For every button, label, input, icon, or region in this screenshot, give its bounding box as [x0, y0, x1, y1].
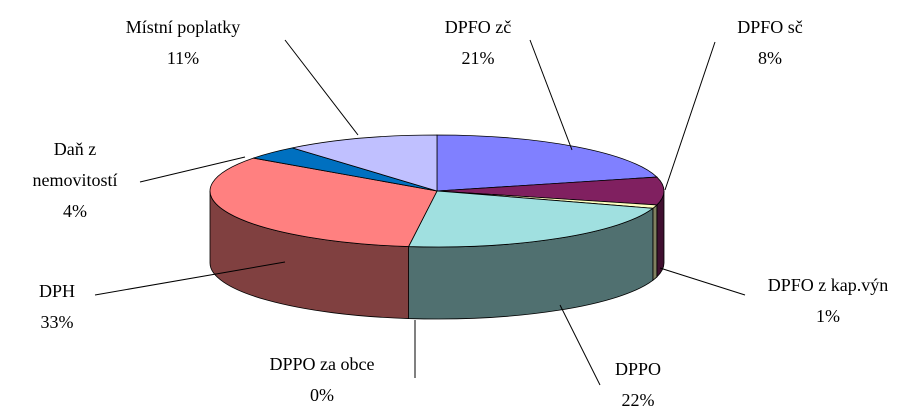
- leader-line: [284, 39, 359, 136]
- slice: [436, 176, 665, 206]
- category-label: DPPO: [614, 359, 662, 379]
- value-label: 8%: [758, 48, 782, 68]
- value-label: 1%: [816, 306, 840, 326]
- value-label: 11%: [166, 48, 200, 68]
- data-label: DPFO zč 21%: [408, 12, 548, 74]
- data-label: DPPO 22%: [578, 354, 698, 416]
- leader-line: [139, 156, 246, 183]
- category-label: DPFO z kap.výn: [767, 275, 889, 295]
- slice: [436, 134, 658, 192]
- category-label: DPFO sč: [737, 17, 803, 37]
- category-label: DPFO zč: [444, 17, 512, 37]
- leader-line: [559, 304, 601, 386]
- value-label: 22%: [621, 390, 655, 410]
- leader-line: [659, 267, 746, 296]
- slice: [407, 190, 654, 248]
- leader-line: [529, 39, 573, 151]
- leader-line: [664, 41, 716, 191]
- category-label: DPPO za obce: [269, 354, 375, 374]
- value-label: 0%: [310, 385, 334, 405]
- data-label: DPFO sč 8%: [710, 12, 830, 74]
- data-label: Místní poplatky 11%: [93, 12, 273, 74]
- data-label: DPH 33%: [2, 276, 112, 338]
- category-label: Daň z nemovitostí: [32, 139, 118, 190]
- slice: [292, 134, 438, 192]
- category-label: DPH: [38, 281, 75, 301]
- value-label: 21%: [461, 48, 495, 68]
- data-label: DPPO za obce 0%: [232, 349, 412, 411]
- leader-line: [94, 261, 286, 296]
- category-label: Místní poplatky: [125, 17, 241, 37]
- slice: [209, 157, 438, 247]
- value-label: 4%: [63, 201, 87, 221]
- data-label: DPFO z kap.výn 1%: [738, 270, 918, 332]
- slice-side: [652, 203, 658, 282]
- value-label: 33%: [40, 312, 74, 332]
- data-label: Daň z nemovitostí 4%: [10, 134, 140, 227]
